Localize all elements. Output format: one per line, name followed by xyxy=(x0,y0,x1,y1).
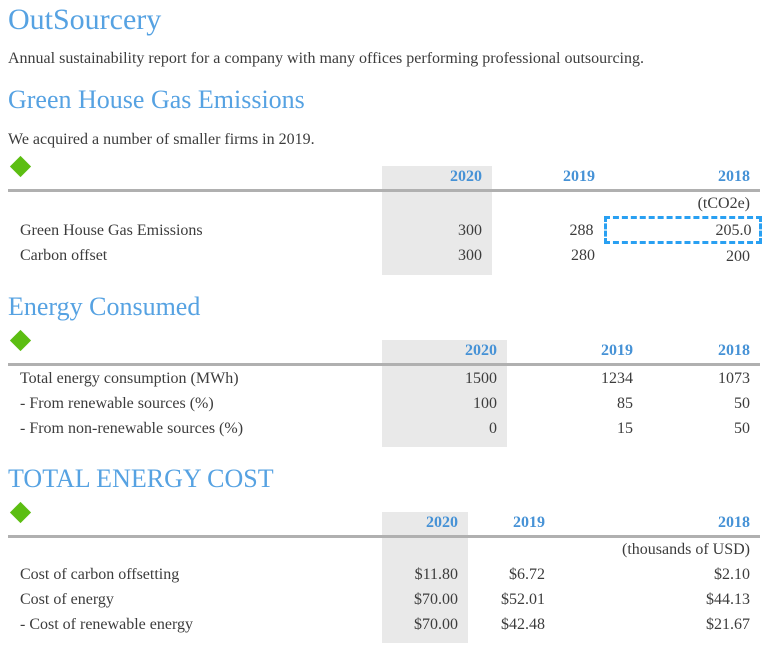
year-header-2019: 2019 xyxy=(468,512,555,538)
year-header-2019: 2019 xyxy=(492,166,605,192)
row-label: Carbon offset xyxy=(20,247,108,265)
value-cell: 300 xyxy=(382,242,492,275)
unit-label: (tCO2e) xyxy=(697,195,750,212)
section-note-ghg: We acquired a number of smaller firms in… xyxy=(8,131,315,148)
table-header-row: 2020 2019 2018 xyxy=(8,166,760,192)
empty-cell xyxy=(8,191,382,218)
row-label: Cost of carbon offsetting xyxy=(20,566,180,583)
value-cell: 50 xyxy=(734,395,750,412)
value-cell: $21.67 xyxy=(706,616,750,633)
value-cell: 1234 xyxy=(601,370,633,387)
selected-value-cell[interactable]: 205.0 xyxy=(603,216,762,244)
value-cell: 280 xyxy=(571,247,595,265)
value-cell: $42.48 xyxy=(501,616,545,633)
empty-cell xyxy=(382,190,492,218)
row-label: - From non-renewable sources (%) xyxy=(20,420,244,437)
value-cell: 85 xyxy=(617,395,633,412)
table-row: Cost of carbon offsetting $11.80 $6.72 $2.1… xyxy=(8,562,760,587)
table-row: Green House Gas Emissions 300 288 205.0 xyxy=(8,216,762,244)
value-cell: $52.01 xyxy=(501,591,545,608)
cost-table: 2020 2019 2018 (thousands of USD) Cost of ca… xyxy=(8,512,760,643)
unit-label: (thousands of USD) xyxy=(622,541,750,558)
value-cell: 100 xyxy=(382,391,507,416)
value-cell: 1500 xyxy=(382,364,507,391)
value-cell: 300 xyxy=(382,217,492,243)
empty-cell xyxy=(468,537,555,563)
intro-text: Annual sustainability report for a compa… xyxy=(8,50,644,67)
table-row: Cost of energy $70.00 $52.01 $44.13 xyxy=(8,587,760,612)
year-header-2020: 2020 xyxy=(382,340,507,366)
header-spacer-cell xyxy=(8,166,382,192)
row-label: Total energy consumption (MWh) xyxy=(20,370,239,387)
empty-cell xyxy=(492,191,605,218)
value-cell: $2.10 xyxy=(714,566,750,583)
row-label: - From renewable sources (%) xyxy=(20,395,214,412)
value-cell: $11.80 xyxy=(382,562,468,587)
table-header-row: 2020 2019 2018 xyxy=(8,512,760,538)
year-header-2018: 2018 xyxy=(605,166,760,192)
section-heading-cost: TOTAL ENERGY COST xyxy=(8,464,274,493)
unit-row: (thousands of USD) xyxy=(8,536,760,563)
value-cell: $70.00 xyxy=(382,612,468,643)
value-cell: $70.00 xyxy=(382,587,468,612)
year-header-2020: 2020 xyxy=(382,166,492,192)
header-spacer-cell xyxy=(8,512,382,538)
table-header-row: 2020 2019 2018 xyxy=(8,340,760,366)
table-row: - From non-renewable sources (%) 0 15 50 xyxy=(8,416,760,447)
value-cell: 1073 xyxy=(718,370,750,387)
empty-cell xyxy=(382,536,468,562)
table-row: - Cost of renewable energy $70.00 $42.48 $2… xyxy=(8,612,760,643)
section-heading-ghg: Green House Gas Emissions xyxy=(8,85,305,114)
unit-row: (tCO2e) xyxy=(8,190,760,218)
row-label: - Cost of renewable energy xyxy=(20,616,193,633)
empty-cell xyxy=(8,537,382,563)
value-cell: 0 xyxy=(382,416,507,447)
report-page: OutSourcery Annual sustainability report… xyxy=(8,3,762,643)
row-label: Green House Gas Emissions xyxy=(20,221,203,239)
year-header-2020: 2020 xyxy=(382,512,468,538)
year-header-2018: 2018 xyxy=(555,512,760,538)
value-cell: $44.13 xyxy=(706,591,750,608)
value-cell: 200 xyxy=(726,248,750,265)
ghg-table: 2020 2019 2018 (tCO2e) Green House Gas Emiss… xyxy=(8,166,762,275)
section-heading-energy: Energy Consumed xyxy=(8,292,201,321)
value-cell: 50 xyxy=(734,420,750,437)
header-spacer-cell xyxy=(8,340,382,366)
page-title: OutSourcery xyxy=(8,3,162,36)
value-cell: 15 xyxy=(617,420,633,437)
table-row: - From renewable sources (%) 100 85 50 xyxy=(8,391,760,416)
row-label: Cost of energy xyxy=(20,591,114,608)
year-header-2018: 2018 xyxy=(643,340,760,366)
table-row: Carbon offset 300 280 200 xyxy=(8,242,760,275)
table-row: Total energy consumption (MWh) 1500 1234 10… xyxy=(8,364,760,391)
year-header-2019: 2019 xyxy=(507,340,643,366)
value-cell: $6.72 xyxy=(509,566,545,583)
energy-table: 2020 2019 2018 Total energy consumption (MW… xyxy=(8,340,760,447)
value-cell: 288 xyxy=(569,221,594,239)
